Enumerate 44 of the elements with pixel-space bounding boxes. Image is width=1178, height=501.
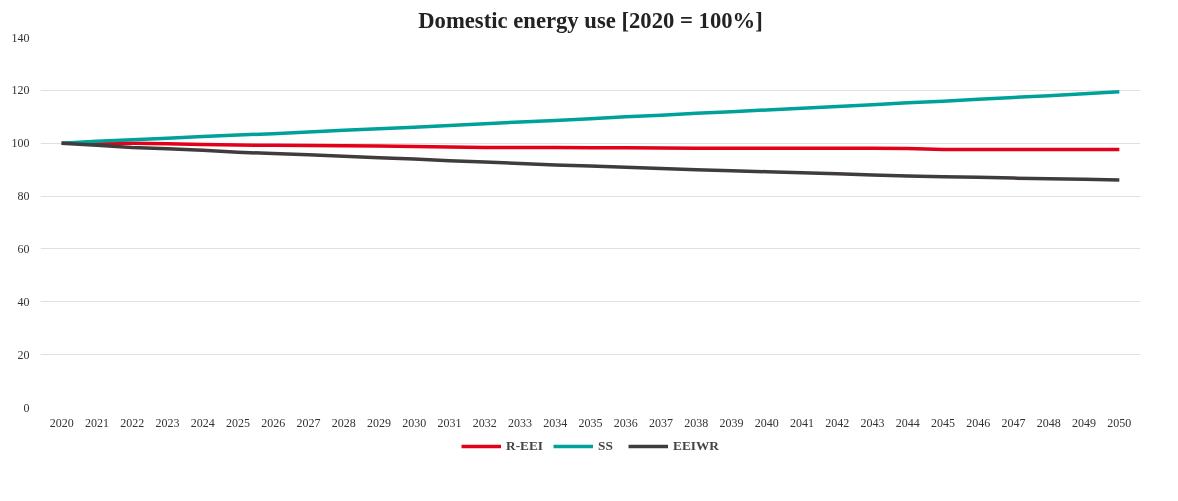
x-tick-label: 2022 bbox=[120, 415, 145, 430]
y-tick-label: 40 bbox=[17, 294, 30, 309]
x-tick-label: 2034 bbox=[543, 415, 568, 430]
x-tick-label: 2020 bbox=[49, 415, 74, 430]
x-tick-label: 2023 bbox=[155, 415, 180, 430]
x-tick-label: 2042 bbox=[825, 415, 850, 430]
x-tick-label: 2044 bbox=[895, 415, 920, 430]
x-tick-label: 2024 bbox=[190, 415, 215, 430]
x-tick-label: 2049 bbox=[1072, 415, 1097, 430]
chart-title: Domestic energy use [2020 = 100%] bbox=[418, 7, 763, 33]
x-tick-label: 2026 bbox=[261, 415, 286, 430]
x-tick-label: 2047 bbox=[1001, 415, 1026, 430]
x-tick-label: 2033 bbox=[507, 415, 532, 430]
y-tick-label: 140 bbox=[11, 30, 30, 45]
x-tick-label: 2045 bbox=[931, 415, 956, 430]
x-tick-label: 2043 bbox=[860, 415, 885, 430]
x-tick-label: 2036 bbox=[613, 415, 638, 430]
y-tick-label: 60 bbox=[17, 241, 30, 256]
x-tick-label: 2035 bbox=[578, 415, 603, 430]
legend-label: EEIWR bbox=[673, 438, 719, 454]
x-tick-label: 2021 bbox=[84, 415, 109, 430]
x-tick-label: 2031 bbox=[437, 415, 462, 430]
x-tick-label: 2048 bbox=[1036, 415, 1061, 430]
y-tick-label: 120 bbox=[11, 83, 30, 98]
line-series bbox=[59, 141, 1122, 182]
legend-label: SS bbox=[598, 438, 614, 454]
x-tick-label: 2046 bbox=[966, 415, 991, 430]
x-tick-label: 2037 bbox=[649, 415, 674, 430]
x-tick-label: 2032 bbox=[472, 415, 497, 430]
y-tick-label: 80 bbox=[17, 189, 30, 204]
x-tick-label: 2050 bbox=[1107, 415, 1132, 430]
y-tick-label: 20 bbox=[17, 347, 30, 362]
x-tick-label: 2039 bbox=[719, 415, 744, 430]
x-tick-label: 2040 bbox=[754, 415, 779, 430]
y-tick-label: 100 bbox=[11, 136, 30, 151]
x-tick-label: 2029 bbox=[366, 415, 391, 430]
x-tick-label: 2041 bbox=[790, 415, 815, 430]
x-tick-label: 2028 bbox=[331, 415, 356, 430]
x-tick-label: 2027 bbox=[296, 415, 321, 430]
x-tick-label: 2030 bbox=[402, 415, 427, 430]
y-tick-label: 0 bbox=[23, 400, 30, 415]
x-tick-label: 2038 bbox=[684, 415, 709, 430]
legend-label: R-EEI bbox=[506, 438, 544, 454]
x-tick-label: 2025 bbox=[225, 415, 250, 430]
